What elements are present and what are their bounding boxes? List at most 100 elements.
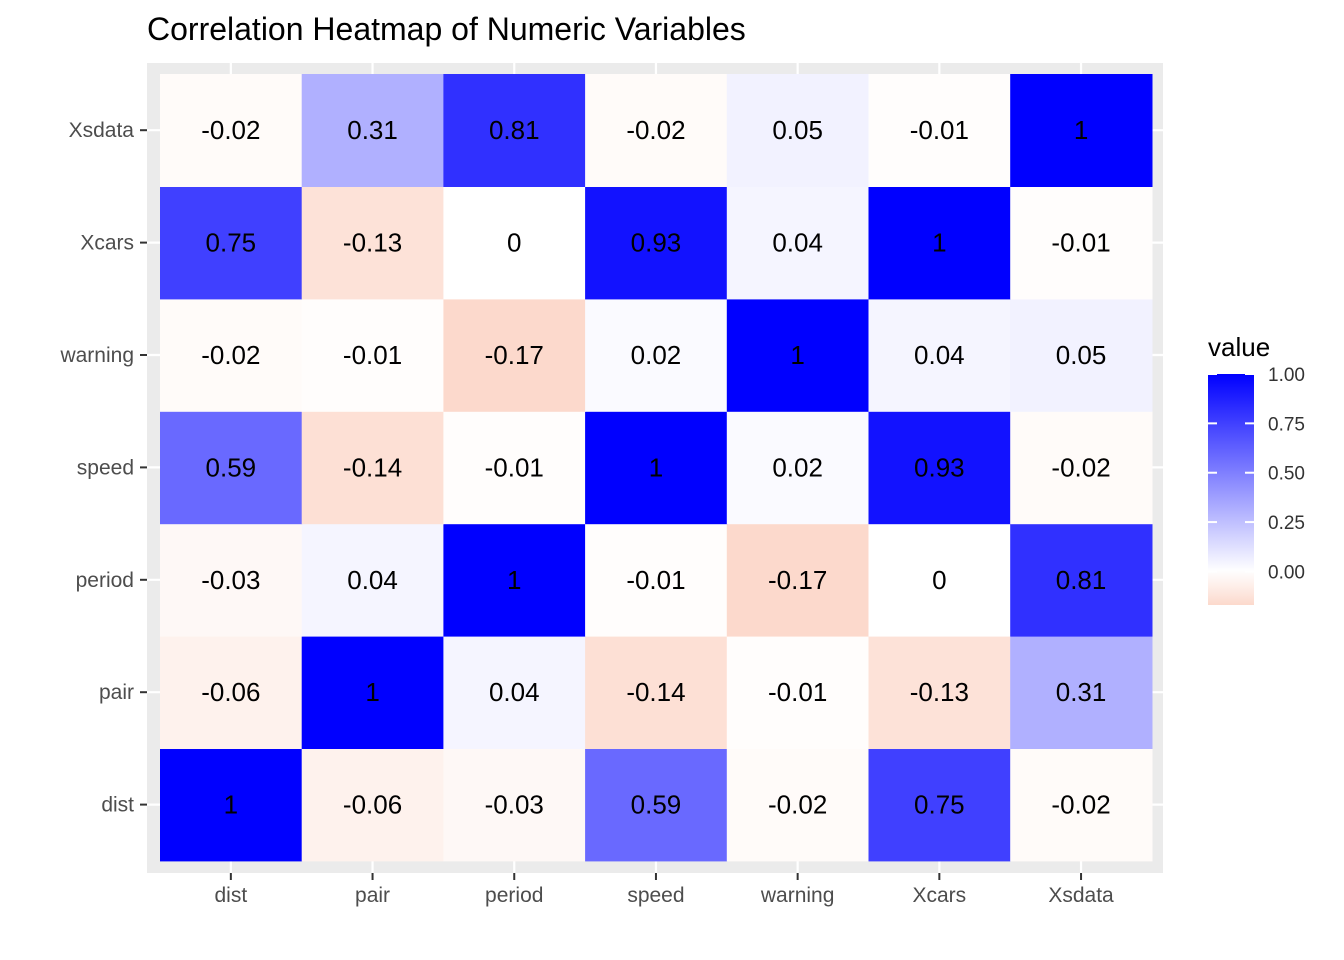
- cell-value-label: -0.13: [343, 228, 402, 258]
- cell-value-label: -0.03: [485, 790, 544, 820]
- legend-colorbar: [1208, 374, 1254, 605]
- heatmap-cell: [443, 411, 586, 525]
- cell-value-label: 1: [790, 340, 804, 370]
- heatmap-cell: [443, 186, 586, 300]
- x-tick-label: Xcars: [913, 884, 967, 907]
- heatmap-cell: [726, 298, 870, 412]
- y-tick-label: period: [76, 569, 134, 592]
- heatmap-cell: [160, 186, 303, 300]
- heatmap-cell: [726, 411, 870, 525]
- heatmap-cell: [868, 411, 1011, 525]
- heatmap-cell: [585, 411, 728, 525]
- cell-value-label: 0.93: [631, 228, 682, 258]
- heatmap-cell: [868, 74, 1011, 187]
- cell-value-label: -0.13: [910, 677, 969, 707]
- cell-value-label: 0.75: [206, 228, 257, 258]
- cell-value-label: -0.02: [201, 340, 260, 370]
- heatmap-cell: [443, 523, 586, 637]
- y-tick-label: speed: [77, 456, 134, 479]
- legend-tick-label: 0.75: [1268, 414, 1305, 435]
- cell-value-label: -0.02: [626, 115, 685, 145]
- cell-value-label: 0.05: [1056, 340, 1107, 370]
- legend-title: value: [1208, 332, 1270, 362]
- cell-value-label: 0.75: [914, 790, 965, 820]
- cell-value-label: 0.81: [1056, 565, 1107, 595]
- cell-value-label: 0.02: [772, 452, 823, 482]
- cell-value-label: 0.59: [631, 790, 682, 820]
- cell-value-label: 0.81: [489, 115, 540, 145]
- legend: value 1.00 0.75 0.50 0.25 0.00: [1208, 332, 1305, 605]
- y-tick-label: warning: [59, 344, 134, 367]
- heatmap-cell: [1010, 411, 1153, 525]
- heatmap-cell: [585, 523, 728, 637]
- cell-value-label: -0.02: [1051, 452, 1110, 482]
- cell-value-label: -0.01: [626, 565, 685, 595]
- heatmap-cell: [585, 748, 728, 862]
- cell-value-label: 0.31: [1056, 677, 1107, 707]
- cell-value-label: -0.03: [201, 565, 260, 595]
- cell-value-label: 0.04: [914, 340, 965, 370]
- cell-value-label: -0.02: [768, 790, 827, 820]
- y-tick-label: Xcars: [80, 232, 134, 255]
- cell-value-label: -0.02: [1051, 790, 1110, 820]
- cell-value-label: 0: [507, 228, 521, 258]
- cell-value-label: 0.05: [772, 115, 823, 145]
- heatmap-cell: [1010, 186, 1153, 300]
- heatmap-cell: [301, 636, 444, 749]
- plot-panel: 1 -0.06 -0.03 0.59 -0.02 0.75 -0.02 -0.06 1 0.04 -…: [59, 63, 1163, 907]
- heatmap-cell: [443, 636, 586, 749]
- heatmap-cell: [443, 298, 586, 412]
- heatmap-cell: [301, 186, 444, 300]
- cell-value-label: -0.01: [343, 340, 402, 370]
- legend-tick-label: 0.00: [1268, 562, 1305, 583]
- cell-value-label: -0.01: [910, 115, 969, 145]
- y-tick-label: dist: [101, 794, 134, 817]
- heatmap-cell: [868, 186, 1011, 300]
- heatmap-cell: [160, 74, 303, 187]
- cell-value-label: 1: [1074, 115, 1088, 145]
- heatmap-cell: [160, 411, 303, 525]
- heatmap-cell: [1010, 748, 1153, 862]
- cell-value-label: 1: [932, 228, 946, 258]
- legend-tick-label: 1.00: [1268, 365, 1305, 386]
- cell-value-label: 0.02: [631, 340, 682, 370]
- heatmap-cell: [868, 523, 1011, 637]
- cell-value-label: -0.14: [343, 452, 402, 482]
- chart-title: Correlation Heatmap of Numeric Variables: [147, 11, 746, 47]
- cell-value-label: 0.04: [347, 565, 398, 595]
- cell-value-label: -0.01: [485, 452, 544, 482]
- cell-value-label: 1: [224, 790, 238, 820]
- heatmap-cell: [585, 186, 728, 300]
- x-tick-label: Xsdata: [1048, 884, 1114, 907]
- heatmap-cell: [1010, 74, 1153, 187]
- x-tick-label: pair: [355, 884, 390, 907]
- cell-value-label: -0.02: [201, 115, 260, 145]
- heatmap-cell: [726, 186, 870, 300]
- heatmap-cell: [726, 523, 870, 637]
- cell-value-label: 1: [365, 677, 379, 707]
- heatmap-cell: [160, 523, 303, 637]
- cell-value-label: -0.17: [485, 340, 544, 370]
- heatmap-cell: [868, 636, 1011, 749]
- heatmap-cell: [160, 298, 303, 412]
- x-tick-label: warning: [760, 884, 835, 907]
- heatmap-cell: [301, 298, 444, 412]
- cell-value-label: 0.31: [347, 115, 398, 145]
- heatmap-cell: [301, 748, 444, 862]
- cell-value-label: -0.06: [201, 677, 260, 707]
- heatmap-cell: [585, 74, 728, 187]
- heatmap-cell: [726, 748, 870, 862]
- heatmap-cell: [726, 74, 870, 187]
- cell-value-label: -0.01: [1051, 228, 1110, 258]
- heatmap-cell: [1010, 636, 1153, 749]
- heatmap-cell: [585, 298, 728, 412]
- heatmap-cell: [585, 636, 728, 749]
- legend-tick-label: 0.50: [1268, 464, 1305, 485]
- heatmap-cell: [443, 74, 586, 187]
- heatmap-cell: [443, 748, 586, 862]
- cell-value-label: 0.04: [772, 228, 823, 258]
- heatmap-cell: [868, 298, 1011, 412]
- cell-value-label: 1: [649, 452, 663, 482]
- cell-value-label: 0.04: [489, 677, 540, 707]
